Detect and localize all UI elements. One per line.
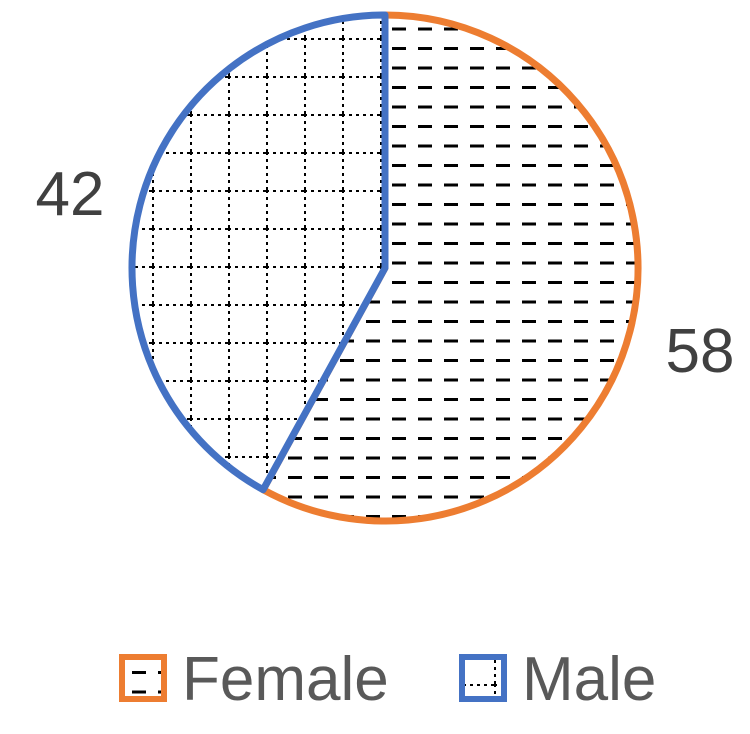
legend-item-female: Female: [119, 645, 389, 714]
legend-swatch-male: [459, 654, 507, 702]
legend-label-male: Male: [522, 645, 656, 714]
data-label-male: 42: [36, 160, 105, 229]
legend-label-female: Female: [182, 645, 389, 714]
legend-item-male: Male: [459, 645, 656, 714]
legend-swatch-female: [119, 654, 167, 702]
pie-slice-female: [259, 11, 642, 525]
pie-slice-male: [128, 11, 389, 494]
data-label-female: 58: [666, 317, 735, 386]
